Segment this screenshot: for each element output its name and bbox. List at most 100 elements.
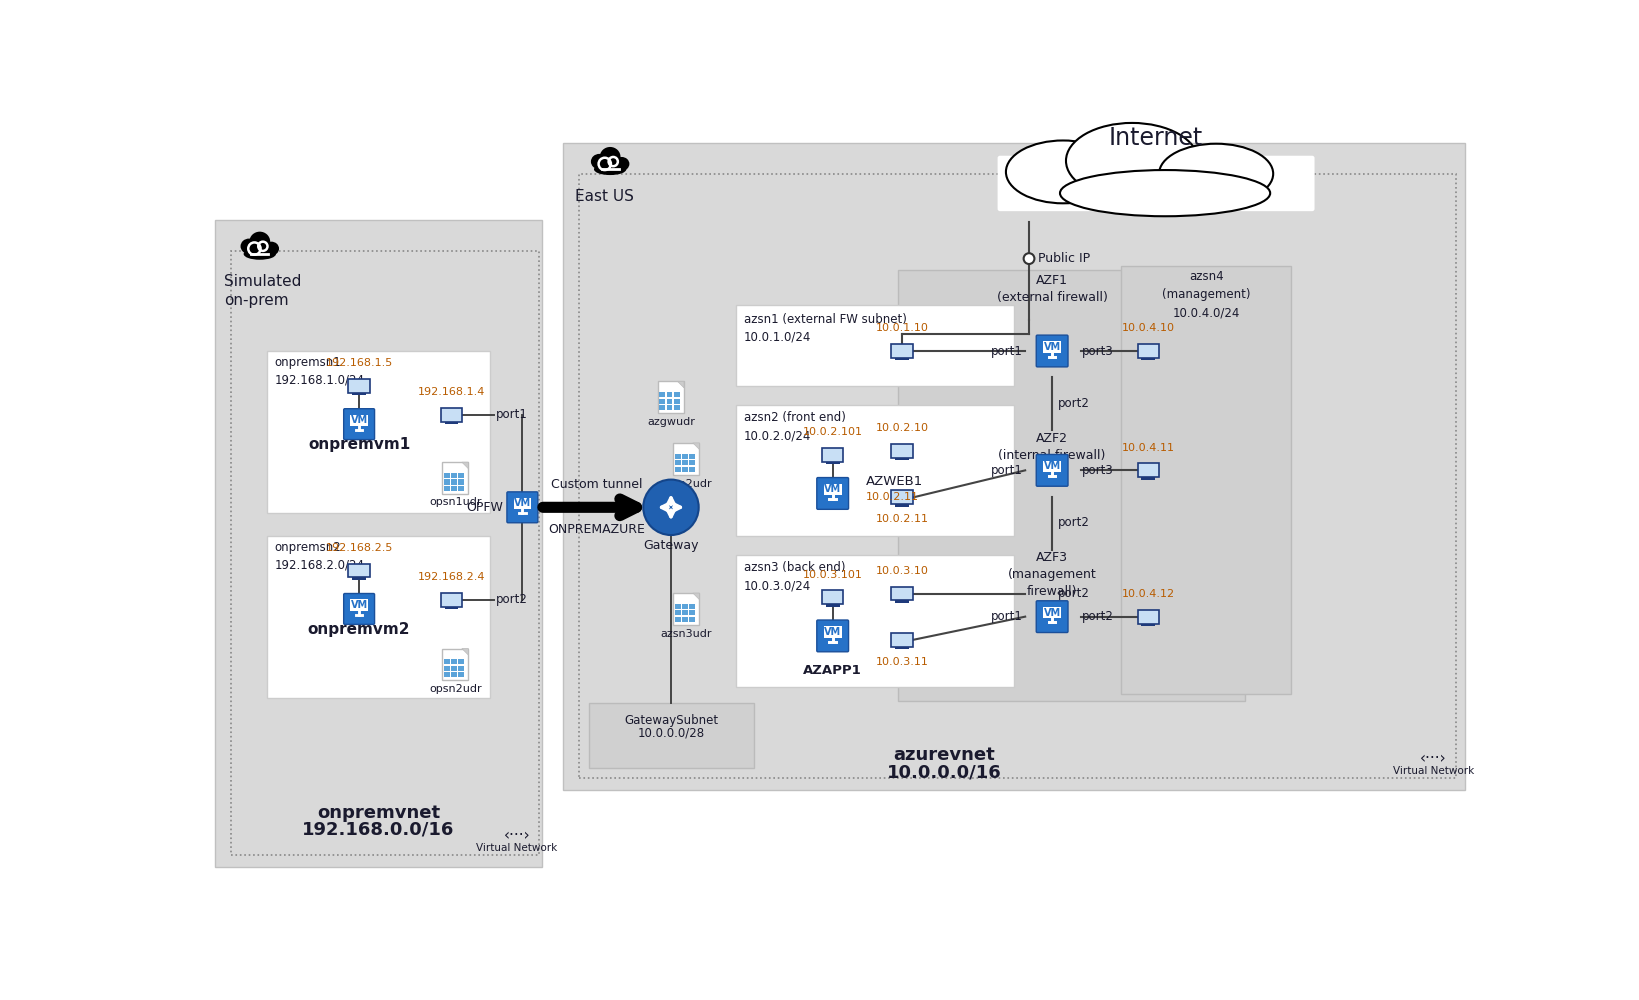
Text: 10.0.1.10: 10.0.1.10 xyxy=(875,323,928,333)
Bar xyxy=(1042,461,1060,472)
Bar xyxy=(821,448,844,462)
Bar xyxy=(900,600,905,603)
Text: ‹···›: ‹···› xyxy=(1419,752,1447,767)
Text: VM: VM xyxy=(351,600,367,610)
Bar xyxy=(905,647,910,649)
Bar xyxy=(441,408,462,422)
Bar xyxy=(1137,344,1159,358)
Bar xyxy=(357,577,362,580)
Text: 192.168.1.4: 192.168.1.4 xyxy=(418,387,485,397)
Bar xyxy=(831,462,834,464)
Text: 192.168.1.5: 192.168.1.5 xyxy=(326,358,393,368)
Text: port3: port3 xyxy=(1082,344,1113,358)
FancyBboxPatch shape xyxy=(1036,335,1069,367)
Bar xyxy=(441,593,462,607)
Text: onpremvm1: onpremvm1 xyxy=(308,437,410,452)
Bar xyxy=(736,405,1013,536)
Text: 10.0.4.11: 10.0.4.11 xyxy=(1121,443,1175,453)
Text: 10.0.2.10: 10.0.2.10 xyxy=(875,423,928,433)
Circle shape xyxy=(1024,253,1034,264)
Bar xyxy=(892,444,913,458)
Bar xyxy=(736,305,1013,386)
Bar xyxy=(459,473,464,478)
Polygon shape xyxy=(693,443,700,449)
Text: port1: port1 xyxy=(497,408,528,421)
Bar xyxy=(675,604,680,609)
Text: port2: port2 xyxy=(497,593,528,606)
Bar xyxy=(459,666,464,671)
Bar xyxy=(892,490,913,504)
Bar xyxy=(675,460,680,465)
Text: 192.168.0.0/16: 192.168.0.0/16 xyxy=(302,821,454,839)
Bar xyxy=(1151,624,1155,626)
Text: Gateway: Gateway xyxy=(642,539,698,552)
Bar xyxy=(892,587,913,600)
Text: 10.0.0.0/16: 10.0.0.0/16 xyxy=(887,763,1001,781)
Bar xyxy=(905,600,910,603)
Text: onpremsn1
192.168.1.0/24: onpremsn1 192.168.1.0/24 xyxy=(274,356,364,386)
Polygon shape xyxy=(693,593,700,600)
Bar xyxy=(895,647,900,649)
Text: 10.0.0.0/28: 10.0.0.0/28 xyxy=(638,727,705,740)
Bar xyxy=(667,405,672,410)
Bar xyxy=(215,220,543,867)
Bar xyxy=(1141,624,1146,626)
Text: 10.0.3.101: 10.0.3.101 xyxy=(803,570,862,580)
FancyBboxPatch shape xyxy=(816,478,849,509)
Text: VM: VM xyxy=(824,627,841,637)
Bar xyxy=(682,460,688,465)
Bar xyxy=(267,536,490,698)
Circle shape xyxy=(642,480,698,535)
Ellipse shape xyxy=(264,242,279,256)
Text: AZAPP1: AZAPP1 xyxy=(803,664,862,677)
Bar xyxy=(900,647,905,649)
FancyBboxPatch shape xyxy=(344,409,375,440)
Bar xyxy=(690,610,695,615)
Bar xyxy=(459,479,464,485)
Text: azsn1 (external FW subnet)
10.0.1.0/24: azsn1 (external FW subnet) 10.0.1.0/24 xyxy=(744,312,906,344)
Text: VM: VM xyxy=(1044,608,1060,618)
Text: onpremvm2: onpremvm2 xyxy=(308,622,410,637)
Bar xyxy=(1042,607,1060,618)
Bar xyxy=(231,251,539,855)
Text: AZWEB1: AZWEB1 xyxy=(865,475,923,488)
FancyBboxPatch shape xyxy=(506,492,538,523)
Text: Public IP: Public IP xyxy=(1037,252,1090,265)
Text: port1: port1 xyxy=(992,344,1023,358)
Bar xyxy=(349,564,370,577)
FancyBboxPatch shape xyxy=(998,156,1314,211)
Bar xyxy=(674,443,700,475)
Bar xyxy=(362,393,365,395)
Bar xyxy=(659,392,665,397)
Bar xyxy=(824,626,842,638)
Polygon shape xyxy=(677,381,683,388)
Bar xyxy=(444,422,449,424)
Bar xyxy=(513,498,531,509)
Bar xyxy=(821,590,844,604)
Bar xyxy=(682,617,688,622)
Bar xyxy=(451,473,457,478)
Bar xyxy=(736,555,1013,687)
Bar xyxy=(444,666,449,671)
Ellipse shape xyxy=(1065,123,1198,199)
Text: VM: VM xyxy=(1044,342,1060,352)
Bar xyxy=(674,392,680,397)
Bar xyxy=(564,143,1465,790)
Bar xyxy=(362,577,365,580)
Bar xyxy=(454,607,459,609)
Bar xyxy=(1151,358,1155,360)
Bar xyxy=(895,358,900,360)
Ellipse shape xyxy=(1060,170,1270,216)
Bar xyxy=(675,617,680,622)
Text: Custom tunnel: Custom tunnel xyxy=(551,478,642,491)
Text: opsn2udr: opsn2udr xyxy=(429,684,482,694)
Bar xyxy=(900,504,905,507)
Bar xyxy=(451,672,457,677)
Bar xyxy=(667,392,672,397)
Text: OPFW: OPFW xyxy=(465,501,503,514)
Text: onpremsn2
192.168.2.0/24: onpremsn2 192.168.2.0/24 xyxy=(274,541,364,571)
Bar xyxy=(351,599,367,611)
Bar xyxy=(657,381,683,413)
Ellipse shape xyxy=(615,157,629,171)
Text: 10.0.3.10: 10.0.3.10 xyxy=(875,566,928,576)
